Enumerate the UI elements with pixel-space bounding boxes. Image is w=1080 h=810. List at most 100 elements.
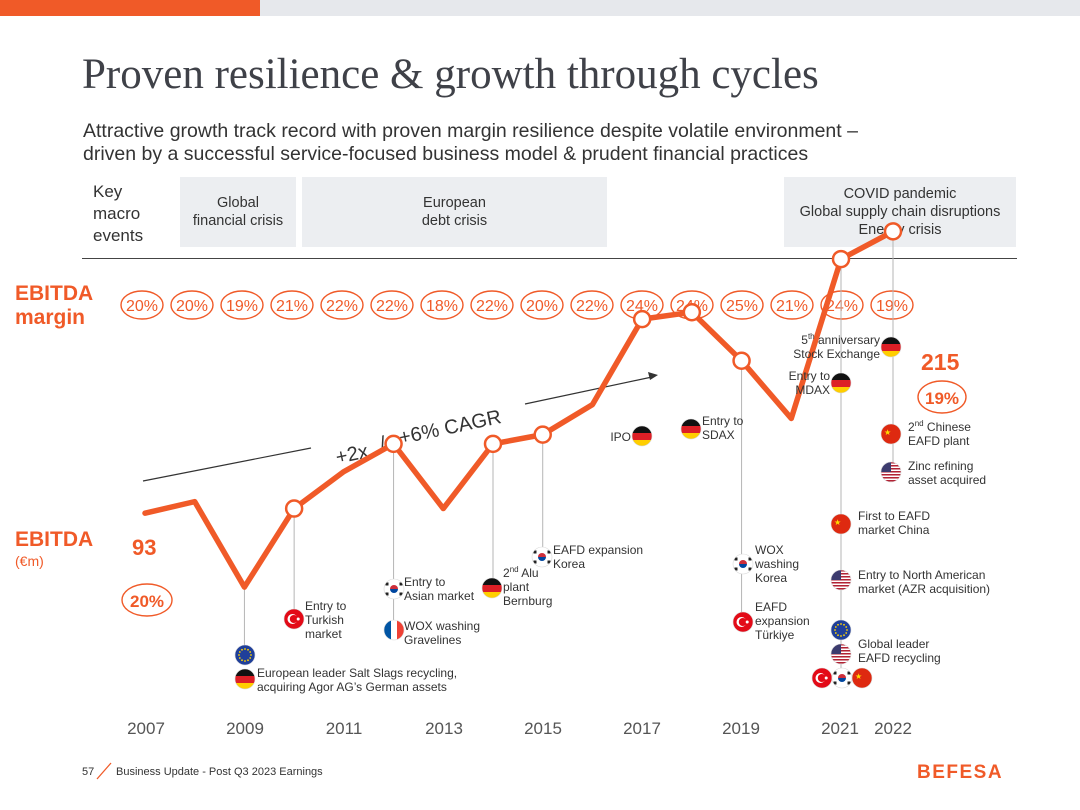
flag-kr-icon <box>831 667 853 689</box>
annotation-text: asset acquired <box>908 473 986 487</box>
annotation-text: WOX washing <box>404 619 480 633</box>
data-point-marker <box>682 302 702 322</box>
x-tick-label: 2021 <box>821 719 859 738</box>
margin-value: 22% <box>576 298 608 315</box>
flag-eu-icon <box>830 619 852 641</box>
margin-value: 19% <box>226 298 258 315</box>
annotation-text: market (AZR acquisition) <box>858 582 990 596</box>
margin-bubble: 21% <box>770 290 814 320</box>
annotation-text: WOX <box>755 543 784 557</box>
flag-de-icon <box>631 425 653 447</box>
margin-value: 24% <box>626 298 658 315</box>
annotation-text: European leader Salt Slags recycling, <box>257 666 457 680</box>
flag-kr-icon <box>531 546 553 568</box>
flag-fr-icon <box>383 619 405 641</box>
flag-de-icon <box>830 372 852 394</box>
befesa-logo: BEFESA <box>917 762 1004 783</box>
macro-label-line: events <box>93 226 144 245</box>
annotation-text: Entry to <box>404 575 446 589</box>
flag-de-icon <box>880 336 902 358</box>
annotation-text: Korea <box>755 571 787 585</box>
milestone-annotation: European leader Salt Slags recycling,acq… <box>257 666 457 694</box>
margin-bubble: 19% <box>220 290 264 320</box>
footer-slash-icon <box>96 762 112 780</box>
annotation-text: market China <box>858 523 930 537</box>
annotation-text: EAFD expansion <box>553 543 643 557</box>
x-tick-label: 2022 <box>874 719 912 738</box>
annotation-text: market <box>305 627 342 641</box>
annotation-text: Entry to <box>305 599 347 613</box>
margin-bubble: 20% <box>520 290 564 320</box>
margin-label-line: EBITDA <box>15 282 94 305</box>
x-tick-label: 2009 <box>226 719 264 738</box>
margin-bubble: 22% <box>320 290 364 320</box>
margin-bubble: 21% <box>270 290 314 320</box>
flag-kr-icon <box>732 553 754 575</box>
annotation-text: 2nd Alu <box>503 565 539 580</box>
annotation-text: plant <box>503 580 530 594</box>
ebitda-unit-label: (€m) <box>15 553 44 569</box>
flag-de-icon <box>234 668 256 690</box>
data-point-marker <box>831 249 851 269</box>
annotation-text: Entry to <box>789 369 831 383</box>
flag-us-icon <box>830 643 852 665</box>
data-point-marker <box>284 499 304 518</box>
margin-bubble: 22% <box>570 290 614 320</box>
margin-label-line: margin <box>15 306 86 329</box>
annotation-text: Gravelines <box>404 633 461 647</box>
flag-cn-icon: ★ <box>830 513 852 535</box>
x-tick-label: 2017 <box>623 719 661 738</box>
flag-eu-icon <box>234 644 256 666</box>
annotation-text: 5th anniversary <box>801 332 880 347</box>
macro-event-debt-crisis: European debt crisis <box>302 177 607 247</box>
flag-de-icon <box>680 418 702 440</box>
footer-text: Business Update - Post Q3 2023 Earnings <box>116 766 323 778</box>
ebitda-margin-label: EBITDA margin <box>15 282 93 330</box>
macro-label-line: Key <box>93 182 123 201</box>
start-margin-bubble <box>121 583 173 617</box>
flag-tr-icon <box>732 611 754 633</box>
annotation-text: EAFD recycling <box>858 651 941 665</box>
x-tick-label: 2011 <box>326 719 363 738</box>
page-number: 57 <box>82 766 95 778</box>
top-grey-bar <box>260 0 1080 16</box>
annotation-text: washing <box>754 557 799 571</box>
margin-value: 21% <box>776 298 808 315</box>
macro-event-line: COVID pandemic <box>843 186 957 202</box>
x-tick-label: 2019 <box>722 719 760 738</box>
page-title: Proven resilience & growth through cycle… <box>82 51 819 98</box>
annotation-text: First to EAFD <box>858 509 930 523</box>
flag-cn-icon: ★ <box>880 423 902 445</box>
start-value-label: 93 <box>132 535 156 560</box>
annotation-text: SDAX <box>702 428 735 442</box>
annotation-text: IPO <box>610 430 631 444</box>
annotation-text: EAFD <box>755 600 787 614</box>
margin-value: 22% <box>376 298 408 315</box>
subtitle-line: driven by a successful service-focused b… <box>83 143 809 165</box>
cagr-text: / <box>378 433 388 456</box>
annotation-text: Korea <box>553 557 585 571</box>
macro-event-line: debt crisis <box>421 213 488 229</box>
ebitda-series-line <box>142 228 896 590</box>
macro-event-line: financial crisis <box>192 213 284 229</box>
x-tick-label: 2013 <box>425 719 463 738</box>
x-tick-label: 2015 <box>524 719 562 738</box>
annotation-text: EAFD plant <box>908 434 970 448</box>
flag-kr-icon <box>383 578 405 600</box>
data-point-marker <box>883 222 903 241</box>
annotation-text: Entry to <box>702 414 744 428</box>
milestone-annotation: IPO <box>610 430 631 444</box>
flag-de-icon <box>481 577 503 599</box>
macro-event-line: European <box>423 195 486 211</box>
